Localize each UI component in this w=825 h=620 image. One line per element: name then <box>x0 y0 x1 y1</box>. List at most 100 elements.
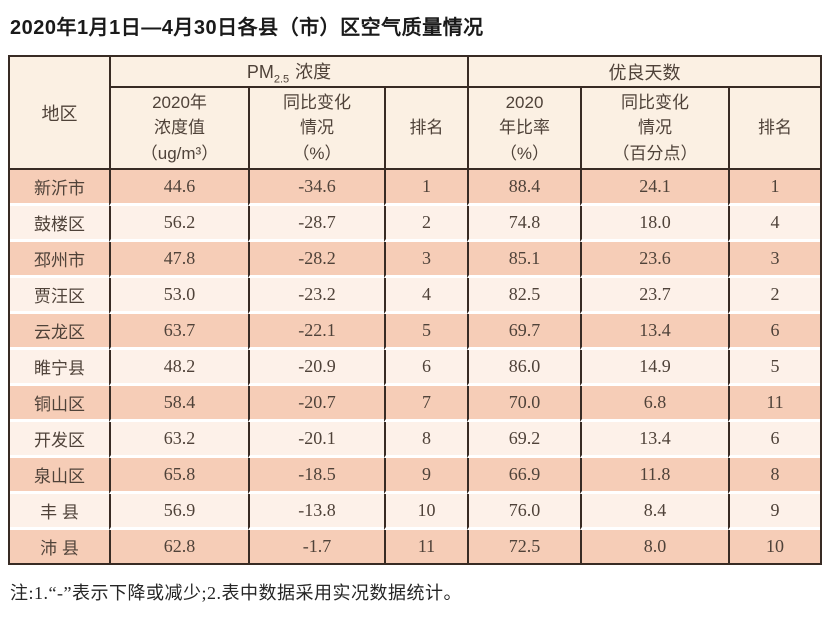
table-row: 贾汪区 53.0 -23.2 4 82.5 23.7 2 <box>10 278 821 314</box>
col-header-pm-value: 2020年 浓度值 （ug/m³） <box>109 88 248 170</box>
table-row: 开发区 63.2 -20.1 8 69.2 13.4 6 <box>10 422 821 458</box>
col-group-pm25: PM2.5 浓度 <box>109 57 467 88</box>
good-change-cell: 6.8 <box>580 386 728 422</box>
table-row: 丰 县 56.9 -13.8 10 76.0 8.4 9 <box>10 494 821 530</box>
good-rank-cell: 11 <box>728 386 821 422</box>
pm-value-cell: 47.8 <box>109 242 248 278</box>
pm-value-cell: 63.2 <box>109 422 248 458</box>
good-change-cell: 13.4 <box>580 314 728 350</box>
pm-rank-cell: 10 <box>384 494 467 530</box>
good-rank-cell: 3 <box>728 242 821 278</box>
pm-value-cell: 56.9 <box>109 494 248 530</box>
table-body: 新沂市 44.6 -34.6 1 88.4 24.1 1 鼓楼区 56.2 -2… <box>10 170 821 563</box>
good-ratio-cell: 88.4 <box>467 170 580 206</box>
good-ratio-cell: 86.0 <box>467 350 580 386</box>
pm-rank-cell: 11 <box>384 530 467 563</box>
pm-rank-cell: 1 <box>384 170 467 206</box>
pm-rank-cell: 3 <box>384 242 467 278</box>
pm-change-cell: -18.5 <box>248 458 384 494</box>
page-title: 2020年1月1日—4月30日各县（市）区空气质量情况 <box>10 17 484 39</box>
pm-change-cell: -23.2 <box>248 278 384 314</box>
good-ratio-cell: 76.0 <box>467 494 580 530</box>
region-cell: 睢宁县 <box>10 350 109 386</box>
good-rank-cell: 9 <box>728 494 821 530</box>
pm-change-cell: -34.6 <box>248 170 384 206</box>
pm-change-cell: -28.2 <box>248 242 384 278</box>
pm-rank-cell: 8 <box>384 422 467 458</box>
table-row: 铜山区 58.4 -20.7 7 70.0 6.8 11 <box>10 386 821 422</box>
pm25-label-subscript: 2.5 <box>273 73 290 86</box>
pm25-label-prefix: PM <box>246 61 274 82</box>
region-cell: 铜山区 <box>10 386 109 422</box>
pm-value-cell: 48.2 <box>109 350 248 386</box>
pm-change-cell: -20.1 <box>248 422 384 458</box>
good-ratio-cell: 66.9 <box>467 458 580 494</box>
table-header: 地区 PM2.5 浓度 优良天数 2020年 浓度值 （ug/m³） 同比变化 情… <box>10 57 821 170</box>
good-rank-cell: 6 <box>728 422 821 458</box>
pm-rank-cell: 9 <box>384 458 467 494</box>
good-rank-cell: 4 <box>728 206 821 242</box>
pm-value-cell: 62.8 <box>109 530 248 563</box>
good-change-cell: 24.1 <box>580 170 728 206</box>
good-ratio-cell: 69.2 <box>467 422 580 458</box>
table-row: 泉山区 65.8 -18.5 9 66.9 11.8 8 <box>10 458 821 494</box>
pm-value-cell: 58.4 <box>109 386 248 422</box>
air-quality-table: 地区 PM2.5 浓度 优良天数 2020年 浓度值 （ug/m³） 同比变化 情… <box>8 55 823 565</box>
region-cell: 鼓楼区 <box>10 206 109 242</box>
pm-change-cell: -1.7 <box>248 530 384 563</box>
good-rank-cell: 5 <box>728 350 821 386</box>
pm-value-cell: 65.8 <box>109 458 248 494</box>
pm-rank-cell: 5 <box>384 314 467 350</box>
pm-change-cell: -20.7 <box>248 386 384 422</box>
good-ratio-cell: 74.8 <box>467 206 580 242</box>
table-row: 沛 县 62.8 -1.7 11 72.5 8.0 10 <box>10 530 821 563</box>
pm-change-cell: -20.9 <box>248 350 384 386</box>
col-header-good-change: 同比变化 情况 （百分点） <box>580 88 728 170</box>
pm-value-cell: 56.2 <box>109 206 248 242</box>
good-rank-cell: 10 <box>728 530 821 563</box>
good-ratio-cell: 72.5 <box>467 530 580 563</box>
table-row: 邳州市 47.8 -28.2 3 85.1 23.6 3 <box>10 242 821 278</box>
good-ratio-cell: 69.7 <box>467 314 580 350</box>
good-ratio-cell: 82.5 <box>467 278 580 314</box>
sub-header-row: 2020年 浓度值 （ug/m³） 同比变化 情况 （%） 排名 2020 年比… <box>10 88 821 170</box>
table-row: 云龙区 63.7 -22.1 5 69.7 13.4 6 <box>10 314 821 350</box>
good-rank-cell: 8 <box>728 458 821 494</box>
page: 2020年1月1日—4月30日各县（市）区空气质量情况 地区 PM2.5 浓度 优… <box>8 17 823 603</box>
good-change-cell: 23.6 <box>580 242 728 278</box>
pm-rank-cell: 4 <box>384 278 467 314</box>
good-rank-cell: 2 <box>728 278 821 314</box>
pm-rank-cell: 6 <box>384 350 467 386</box>
col-header-region: 地区 <box>10 57 109 170</box>
col-group-good-days: 优良天数 <box>467 57 821 88</box>
pm-change-cell: -13.8 <box>248 494 384 530</box>
good-change-cell: 8.0 <box>580 530 728 563</box>
region-cell: 云龙区 <box>10 314 109 350</box>
good-change-cell: 23.7 <box>580 278 728 314</box>
region-cell: 贾汪区 <box>10 278 109 314</box>
good-change-cell: 8.4 <box>580 494 728 530</box>
region-cell: 泉山区 <box>10 458 109 494</box>
col-header-good-rank: 排名 <box>728 88 821 170</box>
good-change-cell: 18.0 <box>580 206 728 242</box>
region-cell: 沛 县 <box>10 530 109 563</box>
pm-value-cell: 53.0 <box>109 278 248 314</box>
pm25-label-suffix: 浓度 <box>295 61 332 82</box>
pm-rank-cell: 2 <box>384 206 467 242</box>
good-rank-cell: 6 <box>728 314 821 350</box>
good-ratio-cell: 85.1 <box>467 242 580 278</box>
good-change-cell: 11.8 <box>580 458 728 494</box>
good-change-cell: 13.4 <box>580 422 728 458</box>
pm-change-cell: -22.1 <box>248 314 384 350</box>
region-cell: 新沂市 <box>10 170 109 206</box>
group-header-row: 地区 PM2.5 浓度 优良天数 <box>10 57 821 170</box>
region-cell: 丰 县 <box>10 494 109 530</box>
footnote: 注:1.“-”表示下降或减少;2.表中数据采用实况数据统计。 <box>10 583 462 603</box>
good-ratio-cell: 70.0 <box>467 386 580 422</box>
col-header-good-ratio: 2020 年比率 （%） <box>467 88 580 170</box>
region-cell: 开发区 <box>10 422 109 458</box>
col-header-pm-rank: 排名 <box>384 88 467 170</box>
pm-rank-cell: 7 <box>384 386 467 422</box>
table-row: 鼓楼区 56.2 -28.7 2 74.8 18.0 4 <box>10 206 821 242</box>
pm-change-cell: -28.7 <box>248 206 384 242</box>
